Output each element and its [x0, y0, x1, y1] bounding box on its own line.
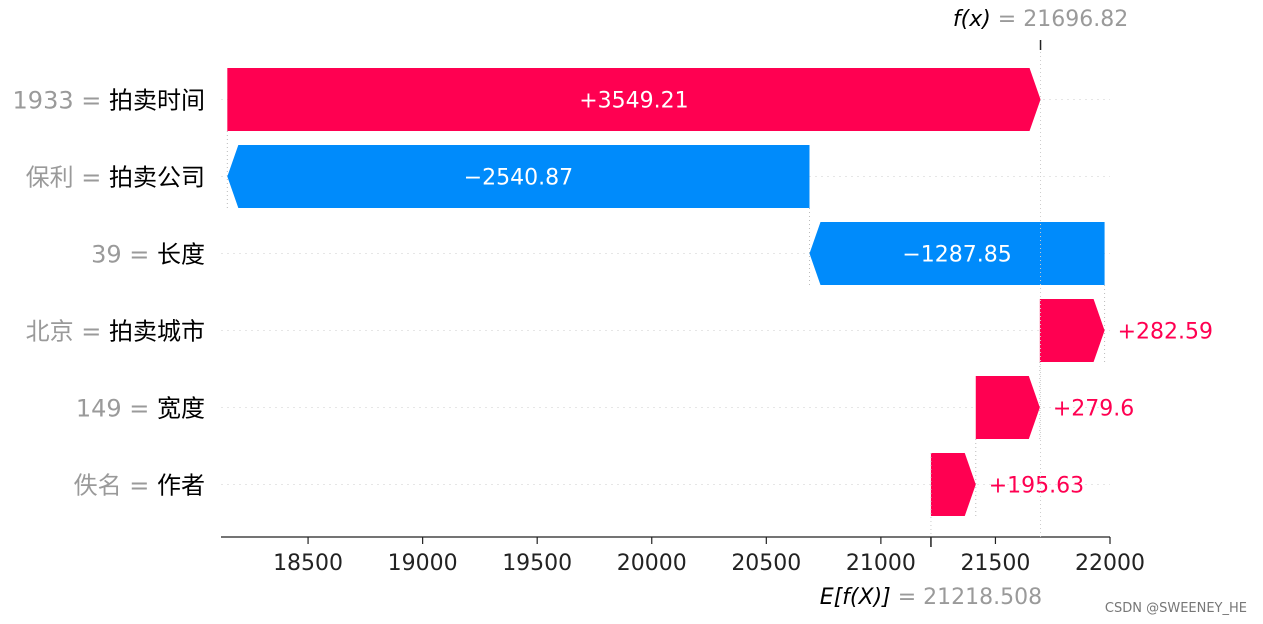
- feature-label: 保利 = 拍卖公司: [26, 164, 205, 192]
- fx-markers: f(x) = 21696.82 E[f(X)] = 21218.508: [820, 7, 1128, 610]
- feature-value: 保利: [26, 164, 82, 192]
- feature-name: 拍卖城市: [109, 318, 205, 346]
- feature-value: 1933: [13, 87, 82, 115]
- equals-sign: =: [81, 87, 109, 115]
- feature-value: 39: [91, 241, 129, 269]
- bar-positive: [930, 453, 976, 516]
- bar-positive: [975, 376, 1040, 439]
- feature-label: 北京 = 拍卖城市: [26, 318, 205, 346]
- feature-name: 宽度: [157, 395, 205, 423]
- equals-sign: =: [129, 395, 157, 423]
- feature-name: 作者: [157, 472, 205, 500]
- feature-label: 1933 = 拍卖时间: [13, 87, 205, 115]
- bar-negative: [227, 145, 810, 208]
- bar-positive: [227, 68, 1041, 131]
- watermark: CSDN @SWEENEY_HE: [1104, 601, 1247, 616]
- feature-value: 佚名: [74, 472, 130, 500]
- expected-symbol: E[f(X)]: [820, 585, 898, 610]
- x-tick-label: 21000: [846, 551, 916, 576]
- bar-value-label: +3549.21: [579, 89, 688, 114]
- feature-value: 149: [76, 395, 129, 423]
- bar-value-label: −1287.85: [902, 243, 1011, 268]
- x-tick-label: 19500: [502, 551, 572, 576]
- feature-name: 拍卖时间: [109, 87, 205, 115]
- equals-sign: =: [81, 164, 109, 192]
- equals-sign: =: [129, 241, 157, 269]
- fx-value: = 21696.82: [998, 7, 1128, 32]
- feature-label: 149 = 宽度: [76, 395, 205, 423]
- equals-sign: =: [81, 318, 109, 346]
- bar-value-label: +279.6: [1053, 397, 1134, 422]
- feature-name: 拍卖公司: [109, 164, 205, 192]
- fx-symbol: f(x): [953, 7, 998, 32]
- x-tick-label: 18500: [273, 551, 343, 576]
- expected-value: = 21218.508: [898, 585, 1042, 610]
- feature-label: 39 = 长度: [91, 241, 205, 269]
- feature-value: 北京: [26, 318, 82, 346]
- fx-label: f(x) = 21696.82: [953, 7, 1128, 32]
- bar-positive: [1039, 299, 1105, 362]
- bars-group: +3549.21 −2540.87 −1287.85 +282.59 +279.6 +19…: [227, 68, 1213, 516]
- x-tick-label: 21500: [960, 551, 1030, 576]
- x-tick-label: 20000: [617, 551, 687, 576]
- x-tick-label: 20500: [731, 551, 801, 576]
- bar-value-label: +195.63: [989, 474, 1084, 499]
- bar-negative: [809, 222, 1105, 285]
- x-tick-label: 19000: [388, 551, 458, 576]
- x-tick-label: 22000: [1075, 551, 1145, 576]
- bar-value-label: +282.59: [1118, 320, 1213, 345]
- feature-label: 佚名 = 作者: [74, 472, 205, 500]
- expected-label: E[f(X)] = 21218.508: [820, 585, 1042, 610]
- feature-name: 长度: [157, 241, 205, 269]
- equals-sign: =: [129, 472, 157, 500]
- x-axis: 18500 19000 19500 20000 20500 21000 21500 22000: [221, 536, 1145, 576]
- bar-value-label: −2540.87: [464, 166, 573, 191]
